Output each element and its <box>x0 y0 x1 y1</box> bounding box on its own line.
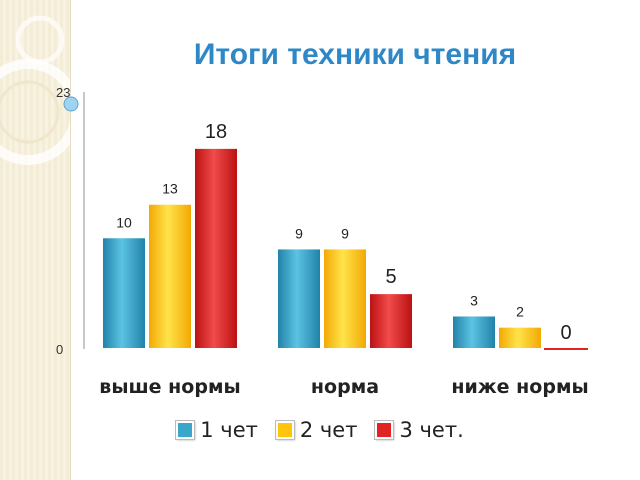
legend-item-1: 1 чет <box>176 418 258 442</box>
legend-label-2: 2 чет <box>299 418 358 442</box>
category-label-2: норма <box>311 376 379 398</box>
y-axis-slider-knob <box>63 96 79 112</box>
data-label-1-2: 13 <box>162 181 178 197</box>
legend: 1 чет 2 чет 3 чет. <box>0 418 640 442</box>
bar-3-1 <box>451 314 497 351</box>
decorative-circles <box>0 15 70 165</box>
data-label-2-2: 9 <box>341 225 349 241</box>
data-label-2-1: 9 <box>295 225 303 241</box>
bar-3-2 <box>497 325 543 350</box>
y-tick-label-2: 23 <box>56 85 70 100</box>
data-label-3-1: 3 <box>470 292 478 308</box>
bar-2-2 <box>322 247 368 350</box>
category-label-3: ниже нормы <box>451 376 588 398</box>
bar-2-1 <box>276 247 322 350</box>
bar-1-2 <box>147 202 193 350</box>
legend-label-1: 1 чет <box>200 418 258 442</box>
chart-title: Итоги техники чтения <box>193 38 517 71</box>
data-label-1-3: 18 <box>205 121 227 143</box>
data-label-1-1: 10 <box>116 214 132 230</box>
data-label-3-3: 0 <box>560 322 571 344</box>
legend-item-2: 2 чет <box>275 418 358 442</box>
legend-swatch-3 <box>375 421 394 439</box>
bar-2-3 <box>368 292 414 350</box>
data-label-3-2: 2 <box>516 304 524 320</box>
legend-swatch-2 <box>275 421 294 439</box>
bar-1-3 <box>193 146 239 350</box>
legend-swatch-1 <box>176 421 195 439</box>
data-label-2-3: 5 <box>385 266 396 288</box>
y-tick-label-1: 0 <box>56 342 63 357</box>
legend-item-3: 3 чет. <box>375 418 464 442</box>
category-label-1: выше нормы <box>99 376 240 398</box>
bar-1-1 <box>101 236 147 350</box>
legend-label-3: 3 чет. <box>399 418 464 442</box>
slide-decoration <box>0 0 71 480</box>
